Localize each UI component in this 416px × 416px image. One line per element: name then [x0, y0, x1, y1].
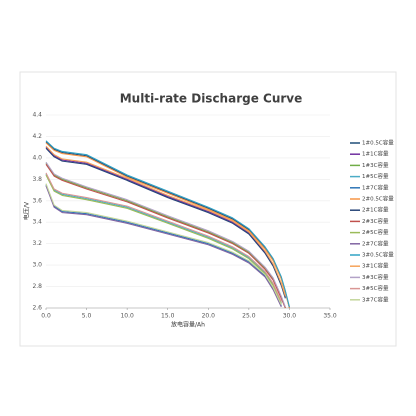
x-tick-label: 15.0 — [161, 313, 175, 320]
x-tick-label: 25.0 — [242, 313, 256, 320]
y-tick-label: 3.0 — [32, 262, 42, 269]
legend-label: 2#3C容量 — [362, 217, 389, 225]
x-tick-label: 30.0 — [283, 313, 297, 320]
series-line — [45, 161, 286, 308]
series-line — [45, 145, 286, 297]
y-tick-label: 3.8 — [32, 176, 42, 183]
x-tick-label: 35.0 — [323, 313, 337, 320]
legend-label: 3#0.5C容量 — [362, 251, 394, 259]
y-tick-label: 3.6 — [32, 197, 42, 204]
legend-label: 3#3C容量 — [362, 273, 389, 281]
series-line — [45, 183, 282, 306]
y-tick-label: 4.4 — [32, 112, 42, 119]
legend-label: 2#0.5C容量 — [362, 195, 394, 203]
legend-label: 1#7C容量 — [362, 183, 389, 191]
series-line — [45, 185, 282, 308]
series-line — [45, 172, 282, 302]
series-line — [45, 140, 290, 308]
legend-label: 1#1C容量 — [362, 150, 389, 158]
legend-label: 2#5C容量 — [362, 228, 389, 236]
legend-label: 3#5C容量 — [362, 284, 389, 292]
y-axis-label: 电压/V — [23, 201, 31, 220]
legend-label: 2#7C容量 — [362, 239, 389, 247]
y-tick-label: 4.2 — [32, 133, 42, 140]
legend-label: 1#3C容量 — [362, 161, 389, 169]
series-line — [45, 173, 282, 303]
legend-label: 3#7C容量 — [362, 295, 389, 303]
y-tick-label: 4.0 — [32, 154, 42, 161]
y-tick-label: 3.4 — [32, 219, 42, 226]
series-line — [45, 184, 282, 307]
legend-label: 2#1C容量 — [362, 206, 389, 214]
y-tick-label: 2.6 — [32, 305, 42, 312]
chart-title: Multi-rate Discharge Curve — [120, 92, 303, 106]
series-line — [45, 147, 286, 299]
x-tick-label: 10.0 — [120, 313, 134, 320]
x-tick-label: 5.0 — [82, 313, 92, 320]
x-axis-label: 放电容量/Ah — [171, 321, 205, 329]
series-line — [45, 142, 290, 309]
x-tick-label: 20.0 — [202, 313, 216, 320]
legend-label: 1#0.5C容量 — [362, 139, 394, 147]
legend-label: 3#1C容量 — [362, 262, 389, 270]
series-line — [45, 174, 282, 304]
legend-label: 1#5C容量 — [362, 172, 389, 180]
y-tick-label: 3.2 — [32, 240, 42, 247]
series-line — [45, 164, 286, 309]
y-tick-label: 2.8 — [32, 283, 42, 290]
x-tick-label: 0.0 — [41, 313, 51, 320]
